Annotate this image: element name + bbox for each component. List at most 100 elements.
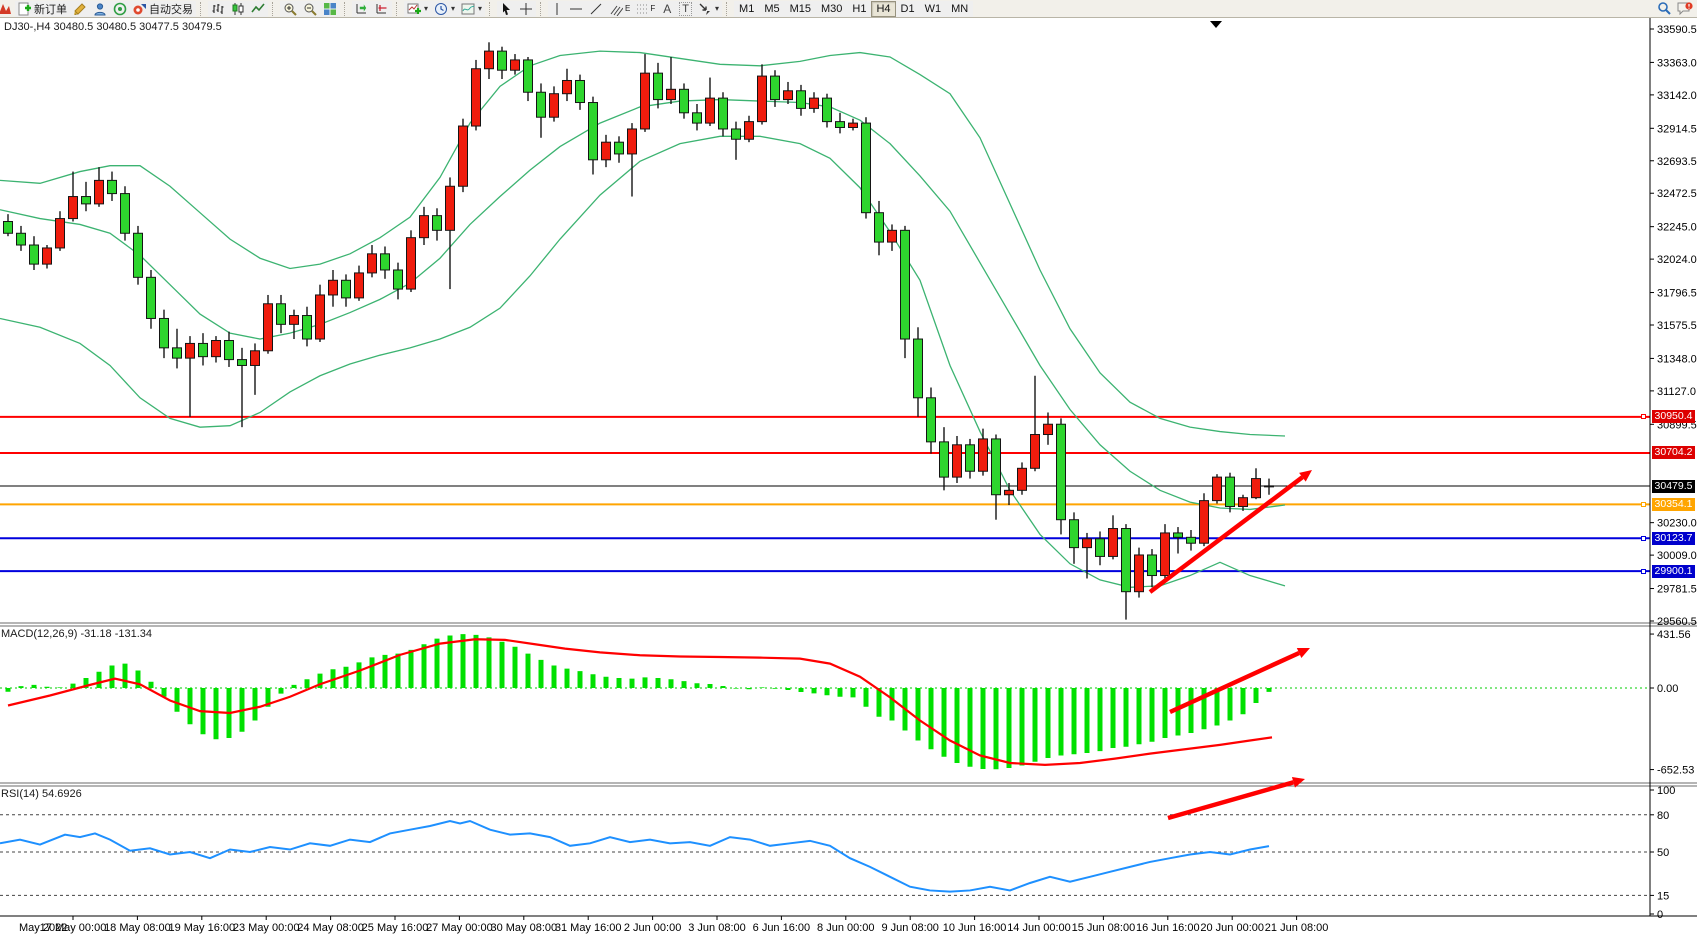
chart-area[interactable]: 33590.5 33363.0 33142.0 32914.5 32693.5 32472… [0,18,1697,935]
bar-chart-mode-button[interactable] [208,0,228,17]
price-tick: 30899.5 [1657,419,1697,431]
price-tick: 32024.0 [1657,254,1697,266]
price-tick: 30230.0 [1657,518,1697,530]
vline-tool-button[interactable] [548,0,567,17]
candle-bull [848,122,858,128]
profile-button[interactable] [90,0,110,17]
market-watch-button[interactable] [70,0,90,17]
trendline-tool-button[interactable] [586,0,607,17]
candle-bull [952,444,962,478]
trend-arrow-head-rsi [1291,776,1305,788]
rsi-tick: 80 [1657,810,1669,822]
tile-windows-button[interactable] [320,0,340,17]
candle-bull [809,97,819,109]
profile-icon [94,2,106,15]
candle-bull [419,215,429,239]
candle-bear [172,347,182,359]
search-icon[interactable] [1657,1,1671,15]
news-button[interactable] [110,0,130,17]
rsi-tick: 0 [1657,909,1663,921]
auto-trading-button[interactable]: 自动交易 [130,0,196,17]
timeframe-button-H4[interactable]: H4 [871,0,896,17]
brush-icon [74,2,86,15]
mt-logo-icon [0,3,11,14]
toolbar-separator [396,1,401,16]
macd-tick: 0.00 [1657,683,1678,695]
notifications-icon[interactable] [1677,1,1693,15]
candle-bull [354,272,364,299]
bar-chart-icon [212,3,224,14]
timeframe-button-H1[interactable]: H1 [847,0,872,17]
candle-bear [653,72,663,101]
trend-arrow-rsi[interactable] [1167,780,1295,821]
price-tick: 31575.5 [1657,320,1697,332]
trend-arrow-macd[interactable] [1169,650,1301,715]
candle-bear [393,269,403,290]
crosshair-tool-button[interactable] [516,0,537,17]
macd-signal-line [7,638,1273,766]
timeframe-button-M15[interactable]: M15 [784,0,816,17]
indicators-button[interactable]: ▾ [404,0,432,17]
time-tick-label: 2 Jun 00:00 [624,922,682,934]
candle-bear [588,102,598,161]
auto-scroll-button[interactable] [352,0,372,17]
candle-bull [601,141,611,161]
rsi-line [0,819,1270,893]
candle-bull [55,218,65,249]
toolbar: 新订单 自动交易 [0,0,1697,18]
periods-button[interactable]: ▾ [431,0,459,17]
templates-button[interactable]: ▾ [458,0,486,17]
candle-bear [497,50,507,71]
time-tick-label: 15 Jun 08:00 [1072,922,1136,934]
line-chart-mode-button[interactable] [248,0,268,17]
timeframe-button-M30[interactable]: M30 [816,0,848,17]
cursor-tool-button[interactable] [497,0,517,17]
rsi-tick: 50 [1657,847,1669,859]
candle-bull [484,50,494,70]
time-tick-label: 8 Jun 00:00 [817,922,875,934]
candle-bear [380,253,390,271]
news-icon [113,2,127,15]
candle-chart-mode-button[interactable] [228,0,248,17]
candle-bear [1095,538,1105,557]
timeframe-button-MN[interactable]: MN [946,0,974,17]
chart-shift-button[interactable] [372,0,392,17]
text-tool-button[interactable]: A [658,0,677,17]
timeframe-button-W1[interactable]: W1 [919,0,947,17]
zoom-out-button[interactable] [300,0,320,17]
trend-arrow-main[interactable] [1148,475,1304,594]
time-tick-label: 16 Jun 16:00 [1136,922,1200,934]
timeframe-button-D1[interactable]: D1 [895,0,920,17]
candle-bull [627,128,637,155]
arrows-tool-button[interactable]: ▾ [695,0,723,17]
template-icon [461,3,475,14]
time-tick-label: 25 May 16:00 [362,922,429,934]
candle-bear [926,397,936,443]
candle-bull [640,72,650,130]
candle-bear [523,59,533,93]
time-tick-label: May 2022 [19,922,67,934]
candle-bull [1251,478,1261,499]
chart-shift-marker[interactable] [1210,21,1222,28]
timeframe-button-M1[interactable]: M1 [734,0,760,17]
price-tick: 32472.5 [1657,188,1697,200]
candle-bear [536,91,546,118]
candle-bull [1212,476,1222,502]
tile-windows-icon [324,2,336,15]
candle-bear [237,359,247,366]
channel-tool-button[interactable]: F [633,0,659,17]
zoom-in-button[interactable] [280,0,300,17]
price-tick: 31348.0 [1657,353,1697,365]
new-order-button[interactable]: 新订单 [15,0,70,17]
fibonacci-tool-button[interactable]: E [606,0,634,17]
zoom-out-icon [304,3,317,16]
timeframe-button-M5[interactable]: M5 [759,0,785,17]
hline-tool-button[interactable] [566,0,587,17]
candle-bear [718,97,728,130]
candle-bull [1082,538,1092,549]
text-label-tool-button[interactable]: T [676,0,696,17]
candle-bull [1199,500,1209,544]
dropdown-caret: ▾ [451,4,456,13]
price-tick: 33590.5 [1657,24,1697,36]
